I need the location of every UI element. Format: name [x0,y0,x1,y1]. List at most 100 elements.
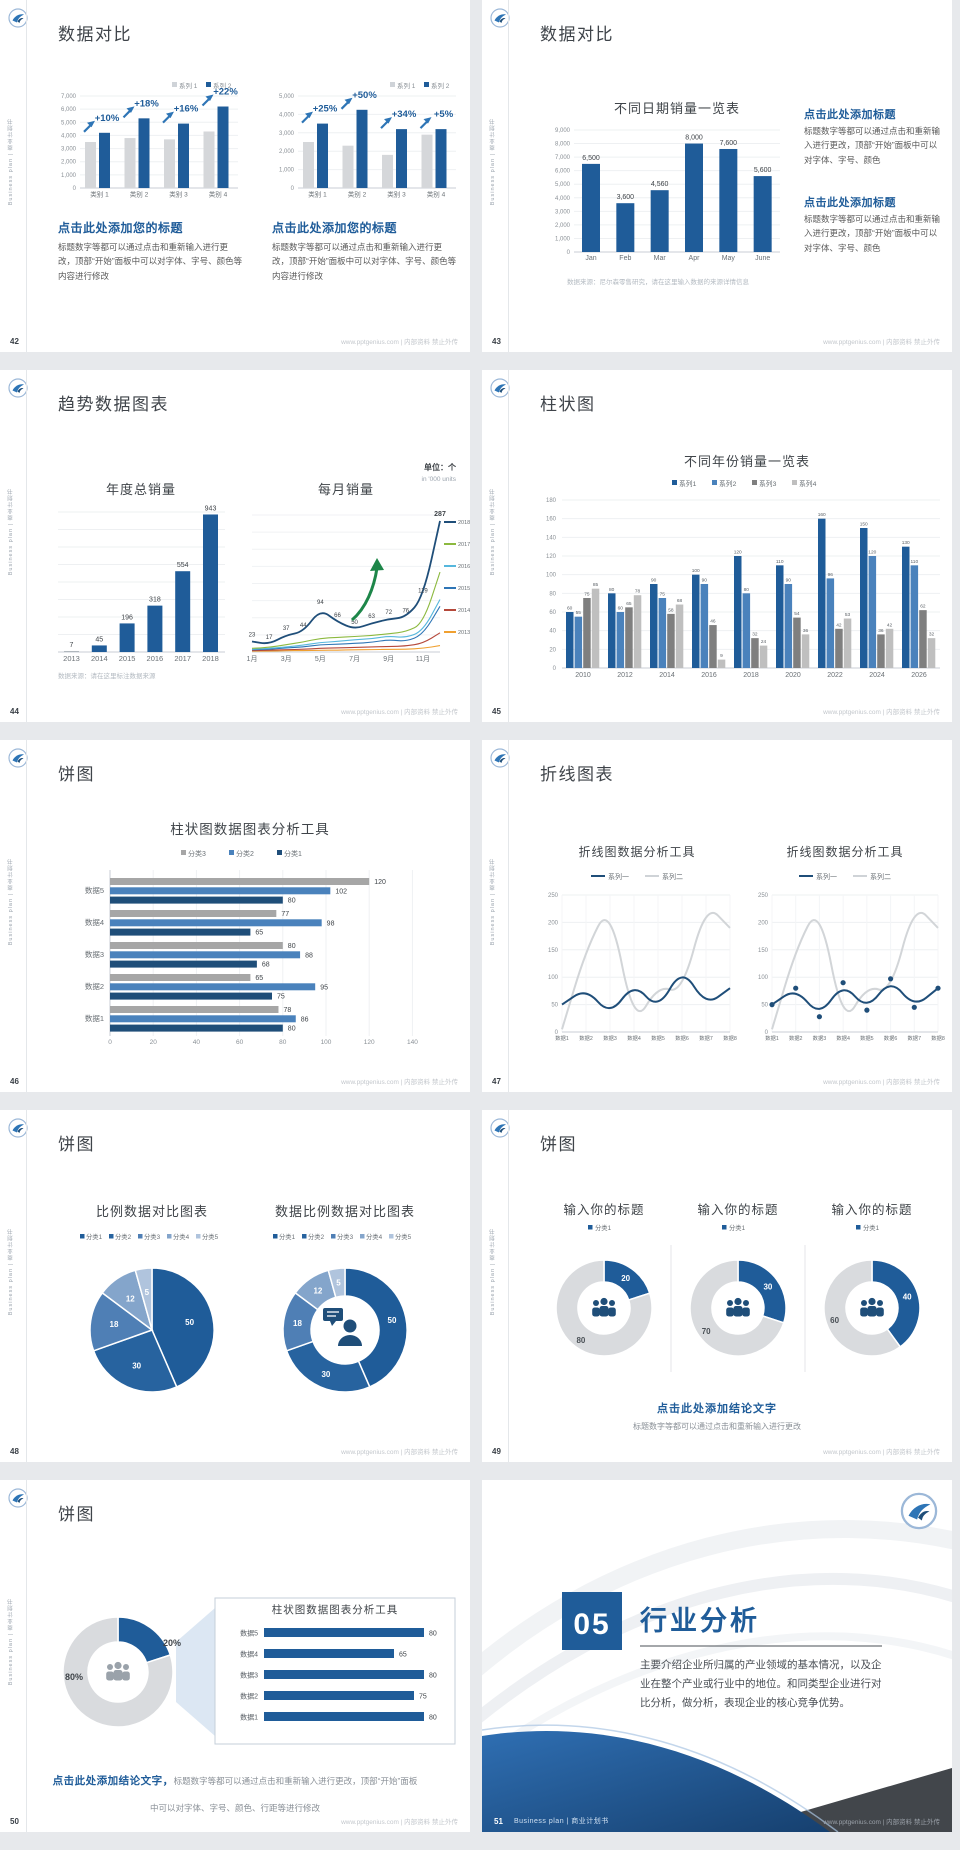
bar-value: 32 [752,632,758,638]
slide-thumbnail-44[interactable]: Business plan | 商业计划书 趋势数据图表 44 www.pptgeni… [0,370,470,722]
slide-title: 数据对比 [540,25,614,44]
bar [110,887,331,895]
legend-swatch [277,850,282,855]
legend-label: 系列 1 [397,81,416,90]
page-number: 45 [492,707,501,716]
x-category: 类别 3 [169,190,188,199]
slice-label: 30 [132,1361,141,1370]
slide-thumbnail-42[interactable]: Business plan | 商业计划书 数据对比 42 www.pptgenius… [0,0,470,352]
section-body: 主要介绍企业所归属的产业领域的基本情况，以及企业在整个产业或行业中的地位。和同类… [640,1659,882,1709]
bar-value: 65 [255,930,263,937]
x-category: 2016 [701,672,717,679]
decor [877,1300,883,1306]
x-category: 数据5 [651,1034,665,1042]
decor [867,1306,877,1317]
decor [734,1297,742,1306]
point-label: 66 [334,613,341,619]
legend-label: 系列2 [719,479,737,488]
slide-thumbnail-45[interactable]: Business plan | 商业计划书 柱状图 45 www.pptgenius.… [482,370,952,722]
brand-logo-icon [900,1492,938,1530]
bar-value: 42 [887,622,893,628]
slide-thumbnail-46[interactable]: Business plan | 商业计划书 饼图 46 www.pptgenius.c… [0,740,470,1092]
page-number: 50 [10,1817,19,1826]
legend-label: 2016 [458,564,470,570]
bar-value: 46 [710,619,716,625]
y-tick: 200 [758,920,769,926]
legend-swatch [138,1234,143,1239]
slide-canvas: 05 行业分析 [482,1520,952,1832]
increase-arrow-icon [301,111,313,124]
legend-swatch [331,1234,336,1239]
slide-thumbnail-49[interactable]: Business plan | 商业计划书 饼图 49 www.pptgenius.c… [482,1110,952,1462]
bar [860,528,868,668]
y-tick: 1,000 [279,168,295,174]
chart-title: 折线图数据分析工具 [786,844,903,859]
legend-label: 系列 2 [431,81,450,90]
increase-arrow-icon [419,117,432,129]
point-label: 50 [351,620,358,626]
footer-label: Business plan | 商业计划书 [514,1818,609,1825]
line-series [251,599,441,650]
people-icon [726,1297,750,1317]
slide-canvas: 系列 1 系列 2 7,000 6,000 5,000 4,000 3,000 2,000 1,… [61,81,456,199]
page-number: 43 [492,337,501,346]
slide-thumbnail-50[interactable]: Business plan | 商业计划书 饼图 50 www.pptgenius.c… [0,1480,470,1832]
slide-title: 折线图表 [540,765,614,784]
slice-label: 5 [336,1278,341,1287]
bar-value: 5,600 [754,167,772,174]
series2-bar [138,118,150,188]
y-tick: 250 [758,893,769,899]
bar-value: 60 [567,606,573,612]
x-category: 类别 1 [308,190,327,199]
bar-value: 100 [692,568,700,574]
bar [700,584,709,668]
bar [868,556,877,668]
bar [110,983,316,991]
increase-arrow-icon [122,106,135,119]
point-label: 23 [249,632,256,638]
slide-thumbnail-47[interactable]: Business plan | 商业计划书 折线图表 47 www.pptgenius… [482,740,952,1092]
data-point [888,976,894,982]
x-category: 3月 [281,655,292,663]
slide-thumbnail-48[interactable]: Business plan | 商业计划书 饼图 48 www.pptgenius.c… [0,1110,470,1462]
data-point [935,985,941,991]
point-label: 63 [368,614,375,620]
x-category: 数据6 [884,1034,898,1042]
x-category: 类别 1 [90,190,109,199]
bar [793,617,801,668]
y-tick: 100 [758,975,769,981]
x-category: June [755,255,770,262]
legend-swatch [752,480,757,485]
slide-footer-text: www.pptgenius.com | 内部资料 禁止外传 [341,1449,458,1456]
funnel-shape [176,1608,215,1736]
legend-swatch [80,1234,85,1239]
series1-bar [303,142,314,188]
y-tick: 120 [546,554,557,560]
decor [166,111,174,119]
y-tick: 0 [567,250,571,256]
decor [742,1307,750,1317]
box-title: 柱状图数据图表分析工具 [272,1603,399,1616]
bar-value: 9 [720,653,723,659]
page-number: 48 [10,1447,19,1456]
bar [110,1006,279,1013]
bar-value: 60 [618,606,624,612]
bar-value: 8,000 [685,135,703,142]
x-category: 9月 [383,655,394,663]
bar [264,1691,414,1700]
slide-thumbnail-51[interactable]: 05 行业分析 主要介绍企业所归属的产业领域的基本情况，以及企业在整个产业或行业中的… [482,1480,952,1832]
decor [338,1335,362,1346]
x-tick: 0 [108,1039,112,1046]
decor [384,117,392,124]
pct-label: +34% [392,109,417,120]
bar-value: 80 [744,587,750,593]
increase-arrow-icon [380,117,392,129]
legend-label: 系列二 [870,872,891,881]
block-body: 标题数字等都可以通过点击和重新输入进行更改，顶部“开始”面板中可以对字体、字号、… [804,126,941,165]
slide-thumbnail-43[interactable]: Business plan | 商业计划书 数据对比 43 www.pptgenius… [482,0,952,352]
bar [667,613,675,668]
x-category: 2018 [202,654,219,663]
page-number: 51 [494,1817,503,1826]
pie-slice [151,1267,215,1388]
